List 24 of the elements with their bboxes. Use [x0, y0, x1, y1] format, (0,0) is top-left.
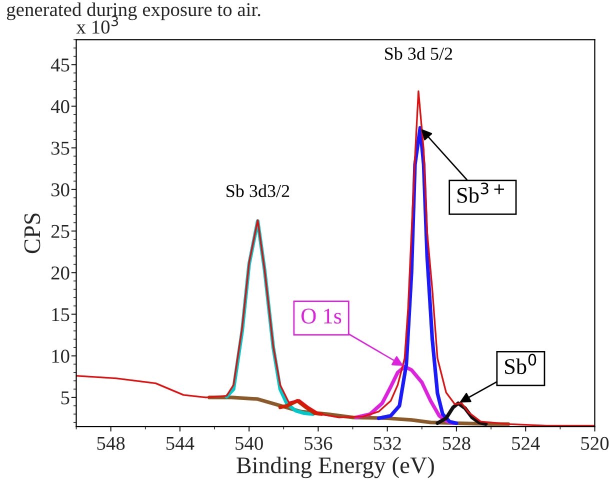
x-axis-title: Binding Energy (eV) — [236, 456, 434, 478]
y-tick-label: 15 — [52, 308, 70, 322]
y-axis-title: CPS — [24, 214, 40, 254]
y-tick-label: 35 — [51, 142, 70, 155]
annotation: Sb 3d3/2 — [226, 184, 290, 198]
x-tick-label: 524 — [512, 436, 540, 450]
annotation: Sb 3d 5/2 — [385, 47, 452, 60]
x-tick-label: 532 — [374, 436, 401, 450]
annotation: O 1s — [302, 308, 342, 324]
x-tick-label: 528 — [443, 436, 470, 450]
y-tick-label: 30 — [51, 183, 70, 196]
y-tick-label: 40 — [50, 100, 70, 114]
x-tick-label: 540 — [236, 436, 263, 450]
y-tick-label: 45 — [50, 58, 70, 72]
y-tick-label: 10 — [52, 350, 70, 363]
x-tick-label: 536 — [304, 436, 332, 450]
y-tick-label: 25 — [51, 224, 70, 238]
x-tick-label: 548 — [97, 436, 125, 450]
annotation: Sb$^{3+}$ — [458, 182, 504, 203]
x-tick-label: 544 — [166, 436, 194, 450]
x-tick-label: 520 — [581, 436, 609, 450]
y-tick-label: 20 — [51, 266, 70, 280]
annotation: Sb$^{0}$ — [505, 354, 536, 374]
y-tick-label: 5 — [61, 391, 70, 404]
